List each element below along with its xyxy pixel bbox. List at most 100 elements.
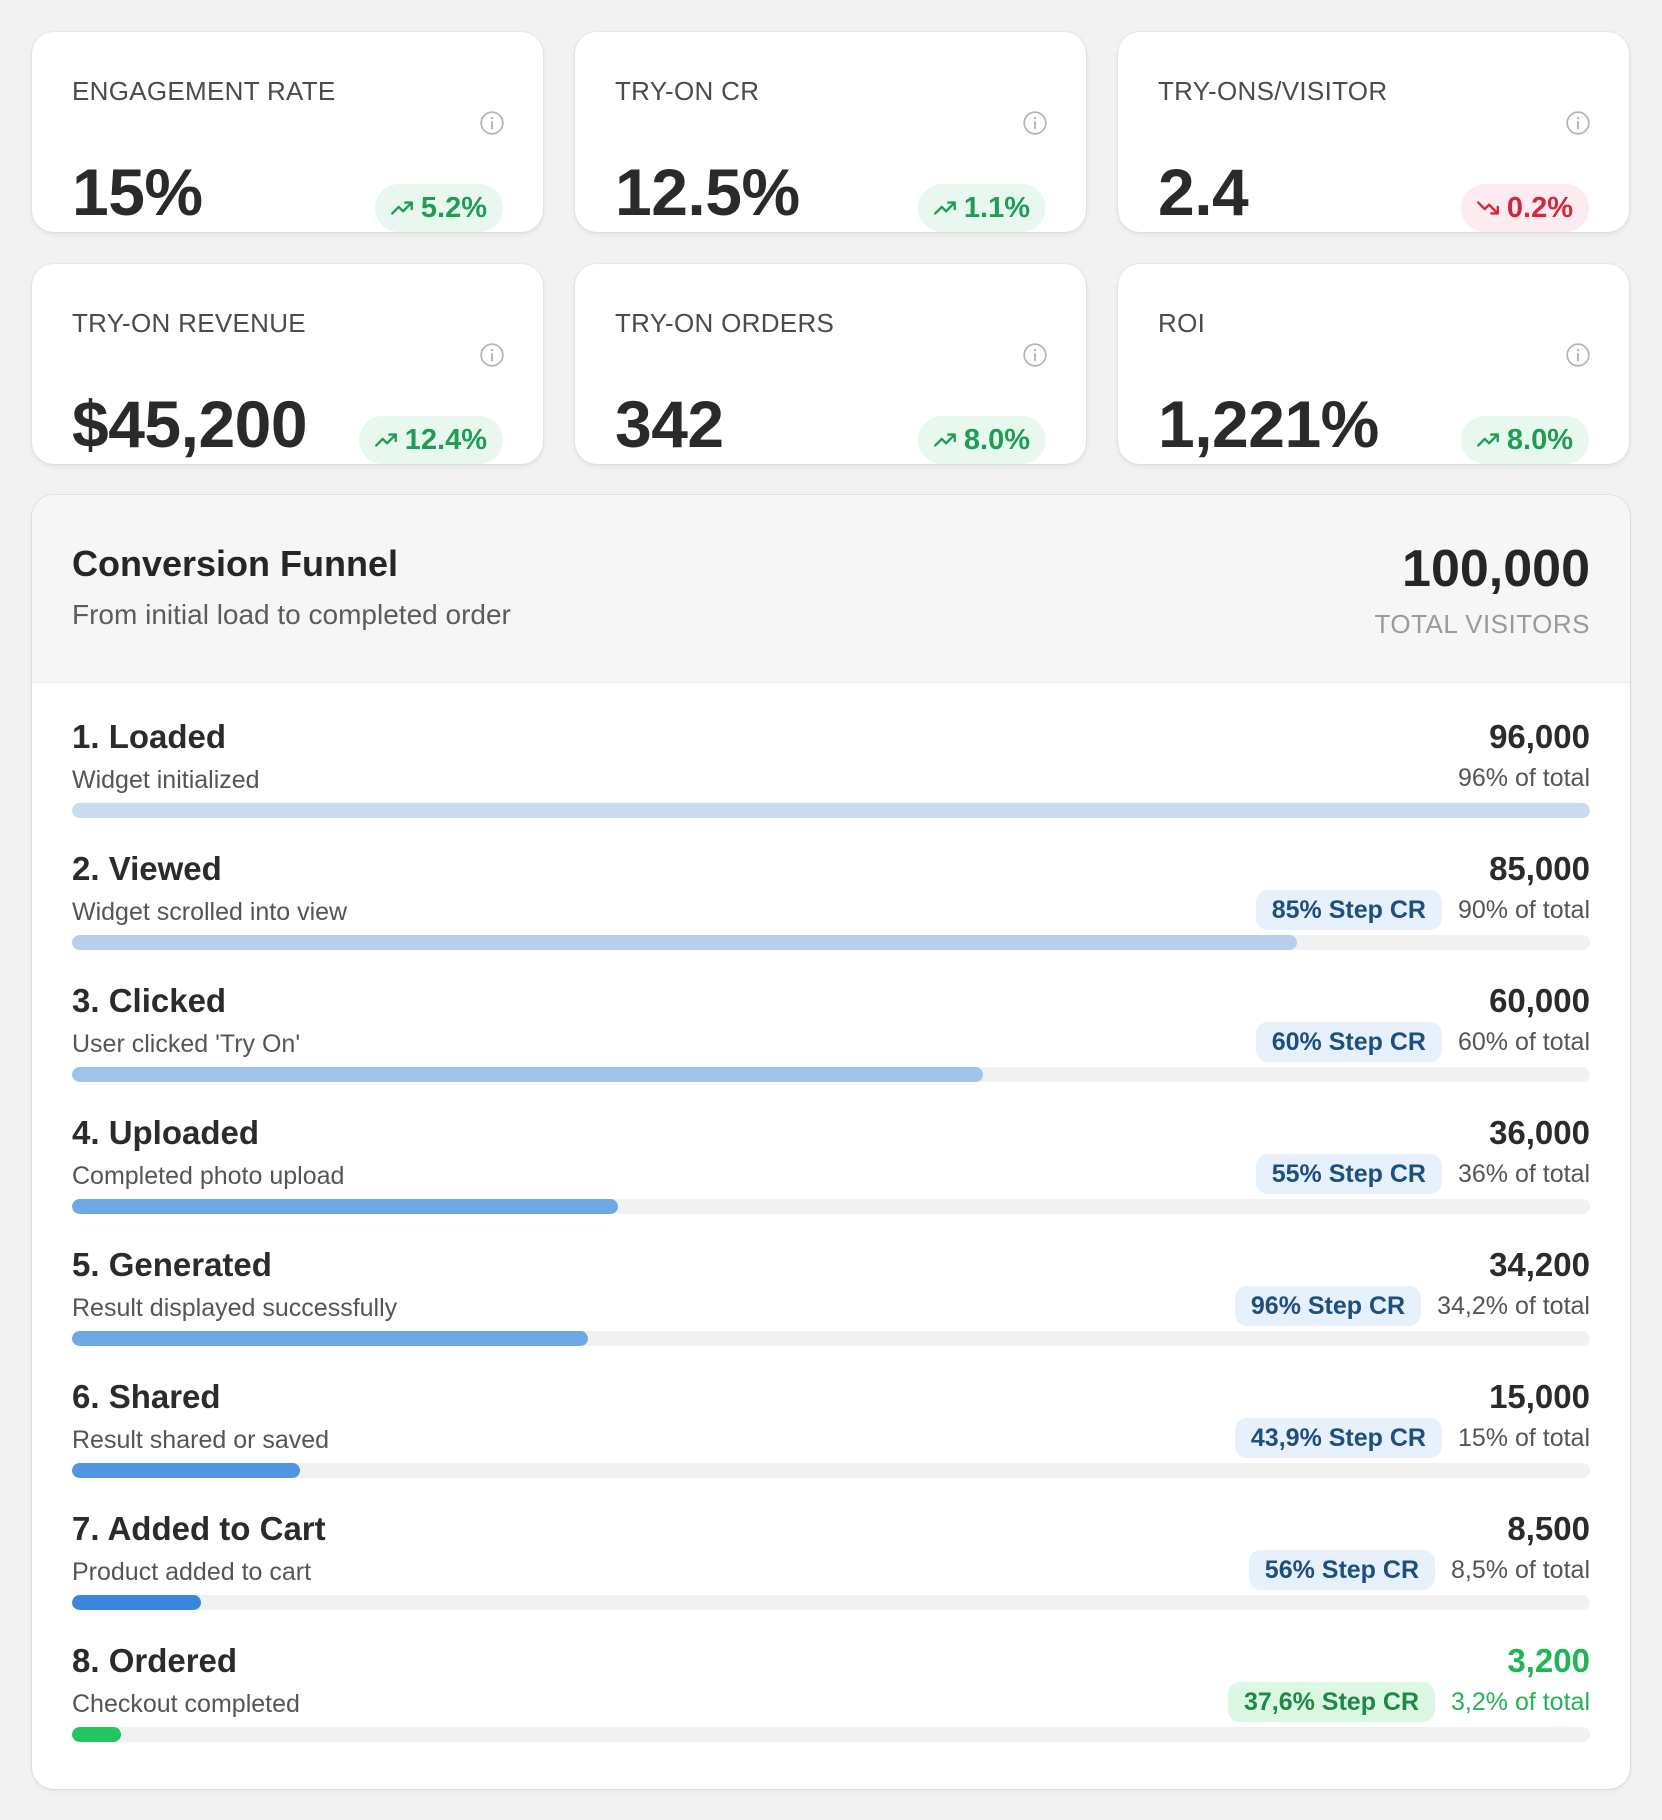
funnel-step-uploaded: 4. Uploaded Completed photo upload 36,00… [72, 1114, 1590, 1246]
kpi-label: TRY-ON REVENUE [72, 308, 306, 338]
step-title: 6. Shared [72, 1378, 221, 1415]
step-share-of-total: 15% of total [1457, 1423, 1590, 1452]
funnel-steps: 1. Loaded Widget initialized 96,000 96% … [72, 718, 1590, 1774]
step-progress-fill [72, 935, 1298, 950]
kpi-delta-badge: 12.4% [358, 416, 503, 464]
funnel-step-clicked: 3. Clicked User clicked 'Try On' 60,000 … [72, 982, 1590, 1114]
trending-up-icon [933, 201, 956, 215]
info-icon[interactable] [479, 342, 505, 368]
step-cr-badge: 96% Step CR [1234, 1286, 1422, 1326]
kpi-value: 1,221% [1158, 387, 1379, 461]
step-count: 3,200 [1507, 1642, 1590, 1679]
kpi-value: 12.5% [615, 155, 800, 229]
step-progress-fill [72, 1463, 300, 1478]
funnel-title: Conversion Funnel [72, 543, 399, 584]
info-icon[interactable] [479, 110, 505, 136]
step-metrics: 96% Step CR 34,2% of total [1234, 1286, 1590, 1326]
kpi-label: ROI [1158, 308, 1206, 338]
kpi-value: 2.4 [1158, 155, 1249, 229]
funnel-step-added-to-cart: 7. Added to Cart Product added to cart 8… [72, 1510, 1590, 1642]
kpi-label: ENGAGEMENT RATE [72, 76, 336, 106]
trending-down-icon [1476, 201, 1499, 215]
funnel-total-label: TOTAL VISITORS [1374, 609, 1590, 639]
step-count: 8,500 [1507, 1510, 1590, 1547]
step-count: 60,000 [1489, 982, 1590, 1019]
kpi-value: $45,200 [72, 387, 308, 461]
step-count: 96,000 [1489, 718, 1590, 755]
step-cr-badge: 85% Step CR [1255, 890, 1442, 930]
step-description: User clicked 'Try On' [72, 1030, 301, 1058]
kpi-card-try-on-revenue: TRY-ON REVENUE $45,200 12.4% [32, 264, 543, 464]
funnel-header: Conversion Funnel From initial load to c… [32, 495, 1630, 683]
step-progress-track [72, 1199, 1590, 1214]
step-title: 8. Ordered [72, 1642, 238, 1679]
kpi-delta-badge: 0.2% [1460, 184, 1589, 232]
step-cr-badge: 56% Step CR [1248, 1550, 1436, 1590]
kpi-delta-badge: 8.0% [1460, 416, 1589, 464]
conversion-funnel-panel: Conversion Funnel From initial load to c… [32, 495, 1630, 1789]
kpi-card-try-on-orders: TRY-ON ORDERS 342 8.0% [575, 264, 1086, 464]
step-share-of-total: 8,5% of total [1451, 1555, 1590, 1584]
trending-up-icon [390, 201, 413, 215]
step-progress-track [72, 1331, 1590, 1346]
kpi-value: 15% [72, 155, 203, 229]
kpi-grid: ENGAGEMENT RATE 15% 5.2% TRY-ON CR 12.5%… [32, 32, 1630, 464]
step-share-of-total: 90% of total [1457, 895, 1590, 924]
kpi-label: TRY-ONS/VISITOR [1158, 76, 1388, 106]
kpi-delta-value: 8.0% [963, 423, 1030, 456]
info-icon[interactable] [1565, 110, 1591, 136]
step-progress-fill [72, 1595, 202, 1610]
funnel-step-shared: 6. Shared Result shared or saved 15,000 … [72, 1378, 1590, 1510]
step-description: Widget scrolled into view [72, 898, 348, 926]
step-title: 5. Generated [72, 1246, 272, 1283]
trending-up-icon [1476, 433, 1499, 447]
step-metrics: 56% Step CR 8,5% of total [1248, 1550, 1590, 1590]
funnel-step-ordered: 8. Ordered Checkout completed 3,200 37,6… [72, 1642, 1590, 1774]
info-icon[interactable] [1022, 342, 1048, 368]
step-title: 1. Loaded [72, 718, 227, 755]
step-title: 3. Clicked [72, 982, 227, 1019]
step-share-of-total: 34,2% of total [1437, 1291, 1590, 1320]
funnel-step-generated: 5. Generated Result displayed successful… [72, 1246, 1590, 1378]
kpi-delta-value: 5.2% [420, 191, 487, 224]
info-icon[interactable] [1022, 110, 1048, 136]
step-metrics: 96% of total [1458, 758, 1590, 793]
kpi-delta-badge: 5.2% [374, 184, 503, 232]
kpi-delta-value: 12.4% [404, 423, 487, 456]
kpi-card-try-ons-per-visitor: TRY-ONS/VISITOR 2.4 0.2% [1118, 32, 1629, 232]
info-icon[interactable] [1565, 342, 1591, 368]
kpi-delta-value: 0.2% [1506, 191, 1573, 224]
step-metrics: 60% Step CR 60% of total [1255, 1022, 1590, 1062]
step-metrics: 55% Step CR 36% of total [1255, 1154, 1590, 1194]
step-share-of-total: 36% of total [1457, 1159, 1590, 1188]
step-progress-fill [72, 1331, 589, 1346]
funnel-total-visitors: 100,000 [1402, 540, 1590, 598]
step-count: 15,000 [1489, 1378, 1590, 1415]
step-count: 85,000 [1489, 850, 1590, 887]
step-description: Result displayed successfully [72, 1294, 398, 1322]
step-progress-track [72, 935, 1590, 950]
step-count: 36,000 [1489, 1114, 1590, 1151]
kpi-delta-value: 8.0% [1506, 423, 1573, 456]
step-description: Product added to cart [72, 1558, 312, 1586]
step-description: Checkout completed [72, 1690, 300, 1718]
step-progress-track [72, 1463, 1590, 1478]
step-progress-fill [72, 1199, 619, 1214]
kpi-delta-badge: 1.1% [917, 184, 1046, 232]
kpi-delta-value: 1.1% [963, 191, 1030, 224]
kpi-card-engagement-rate: ENGAGEMENT RATE 15% 5.2% [32, 32, 543, 232]
kpi-card-roi: ROI 1,221% 8.0% [1118, 264, 1629, 464]
step-metrics: 37,6% Step CR 3,2% of total [1227, 1682, 1590, 1722]
kpi-value: 342 [615, 387, 724, 461]
step-metrics: 85% Step CR 90% of total [1255, 890, 1590, 930]
step-description: Widget initialized [72, 766, 260, 794]
kpi-delta-badge: 8.0% [917, 416, 1046, 464]
trending-up-icon [374, 433, 397, 447]
kpi-label: TRY-ON CR [615, 76, 760, 106]
step-progress-fill [72, 1067, 983, 1082]
step-metrics: 43,9% Step CR 15% of total [1234, 1418, 1590, 1458]
step-description: Completed photo upload [72, 1162, 345, 1190]
step-progress-fill [72, 803, 1590, 818]
step-cr-badge: 60% Step CR [1255, 1022, 1442, 1062]
